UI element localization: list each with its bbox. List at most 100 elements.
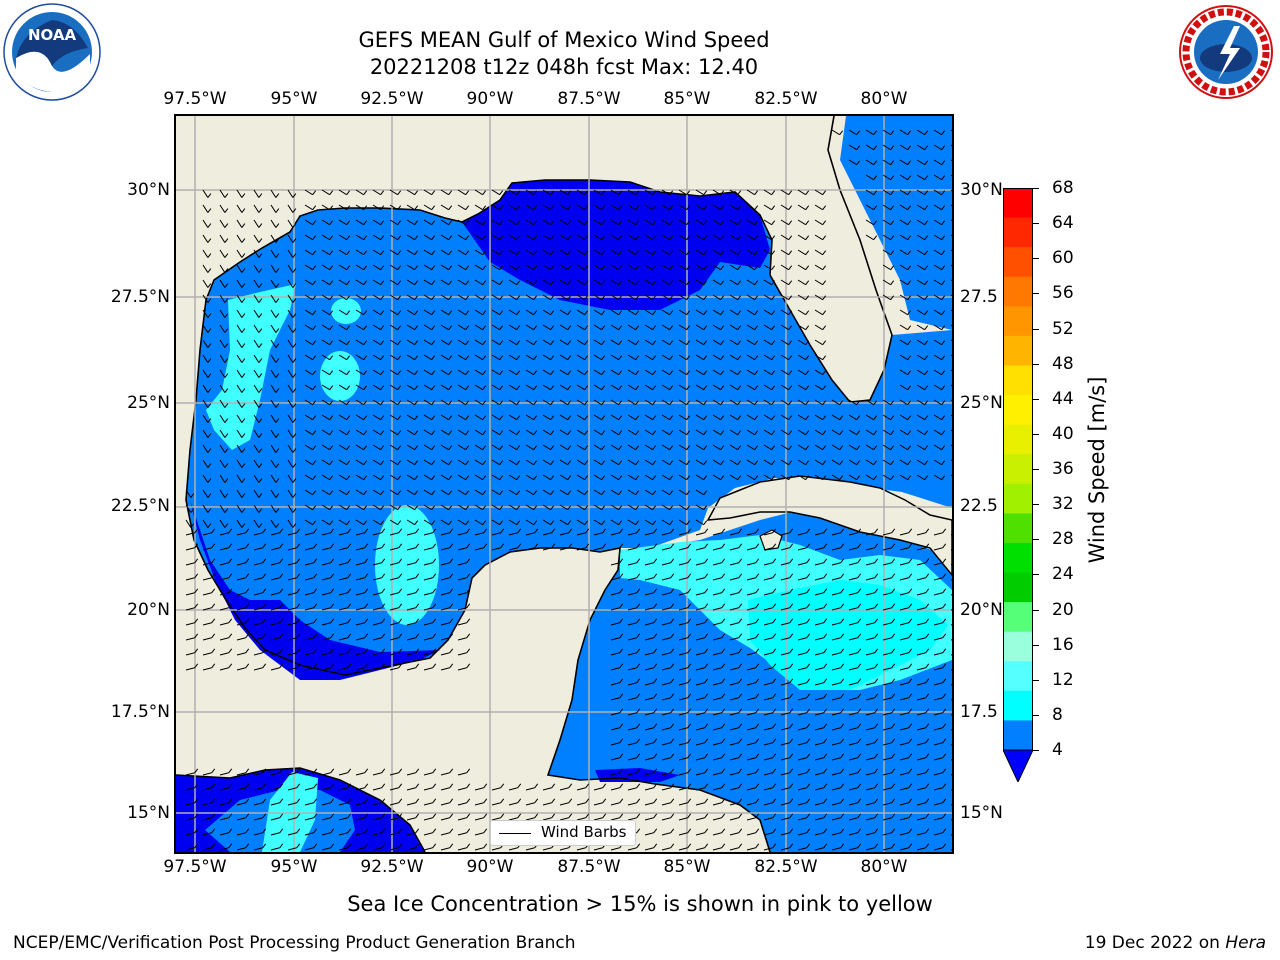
- calm-zone-north: [462, 180, 770, 310]
- wind-barb: [746, 459, 759, 466]
- wind-barb: [882, 753, 896, 761]
- wind-barb: [763, 678, 777, 686]
- wind-barb: [304, 369, 317, 376]
- wind-barb: [406, 429, 419, 436]
- wind-barb: [219, 528, 233, 536]
- wind-barb: [916, 753, 930, 761]
- wind-barb: [882, 663, 896, 671]
- wind-barb: [763, 618, 777, 626]
- wind-barb: [559, 324, 572, 331]
- wind-barb: [678, 324, 691, 331]
- wind-barb: [389, 369, 402, 376]
- wind-barb: [219, 573, 233, 581]
- wind-barb: [304, 603, 318, 611]
- wind-barb: [780, 843, 794, 851]
- wind-barb: [882, 174, 895, 181]
- wind-barb: [202, 189, 212, 198]
- wind-barb: [593, 543, 607, 551]
- wind-barb: [763, 633, 777, 641]
- wind-barb: [202, 663, 216, 671]
- wind-barb: [457, 489, 470, 496]
- wind-barb: [627, 588, 641, 596]
- wind-barb: [474, 309, 487, 316]
- colorbar-tick: [1033, 328, 1039, 330]
- wind-barb: [780, 309, 793, 316]
- pacific-water-cyan: [262, 772, 318, 852]
- wind-barb: [474, 384, 487, 391]
- wind-barb: [355, 768, 369, 776]
- colorbar-swatch: [1003, 276, 1033, 307]
- wind-barb: [933, 279, 946, 286]
- wind-barb: [542, 234, 555, 241]
- wind-barb: [661, 693, 675, 701]
- wind-barb: [695, 504, 708, 511]
- wind-barb: [372, 354, 385, 361]
- wind-barb: [780, 828, 794, 836]
- wind-barb: [831, 588, 845, 596]
- wind-barb: [423, 633, 437, 641]
- wind-barb: [746, 279, 759, 286]
- wind-barb: [423, 324, 436, 331]
- wind-barb: [304, 588, 318, 596]
- wind-barb: [338, 414, 351, 421]
- wind-barb: [525, 414, 538, 421]
- wind-barb: [338, 189, 351, 196]
- wind-barb: [389, 633, 403, 641]
- wind-barb: [933, 234, 946, 241]
- wind-barb: [457, 648, 471, 656]
- wind-barb: [491, 219, 504, 226]
- wind-barb: [287, 843, 301, 851]
- wind-barb: [763, 783, 777, 791]
- wind-barb: [695, 339, 708, 346]
- wind-barb: [627, 558, 641, 566]
- wind-barb: [661, 633, 675, 641]
- wind-barb: [627, 618, 641, 626]
- wind-barb: [236, 519, 246, 528]
- credit-left: NCEP/EMC/Verification Post Processing Pr…: [13, 933, 576, 953]
- wind-barb: [304, 294, 317, 301]
- wind-barb: [219, 768, 233, 776]
- wind-barb: [882, 843, 896, 851]
- wind-barb: [576, 264, 589, 271]
- wind-barb: [865, 588, 879, 596]
- wind-barb: [440, 414, 453, 421]
- wind-barb: [525, 459, 538, 466]
- wind-barb: [304, 519, 317, 526]
- wind-barb: [899, 459, 912, 466]
- wind-barb: [814, 783, 828, 791]
- wind-barb: [270, 828, 284, 836]
- wind-barb: [508, 189, 521, 196]
- wind-barb: [593, 279, 606, 286]
- wind-barb: [440, 294, 453, 301]
- wind-barb: [236, 354, 246, 363]
- wind-barb: [797, 474, 810, 481]
- wind-barb: [440, 813, 454, 821]
- wind-barb: [899, 723, 913, 731]
- wind-barb: [695, 753, 709, 761]
- wind-barb: [491, 309, 504, 316]
- colorbar-swatch: [1003, 483, 1033, 514]
- wind-barb: [372, 633, 386, 641]
- wind-barb: [321, 369, 334, 376]
- wind-barb: [355, 603, 369, 611]
- wind-barb: [644, 588, 658, 596]
- wind-barb: [848, 558, 862, 566]
- wind-barb: [338, 429, 351, 436]
- wind-barb: [457, 558, 471, 566]
- wind-barb: [355, 519, 368, 526]
- wind-barb: [338, 279, 351, 286]
- wind-barb: [882, 414, 895, 421]
- wind-barb: [440, 429, 453, 436]
- wind-barb: [491, 489, 504, 496]
- wind-barb: [338, 339, 351, 346]
- wind-barb: [644, 618, 658, 626]
- wind-barb: [304, 309, 317, 316]
- wind-barb: [576, 309, 589, 316]
- wind-barb: [678, 204, 691, 211]
- wind-barb: [440, 339, 453, 346]
- wind-barb: [321, 519, 334, 526]
- wind-barb: [678, 429, 691, 436]
- wind-barb: [389, 843, 403, 851]
- wind-barb: [899, 558, 913, 566]
- wind-barb: [202, 618, 216, 626]
